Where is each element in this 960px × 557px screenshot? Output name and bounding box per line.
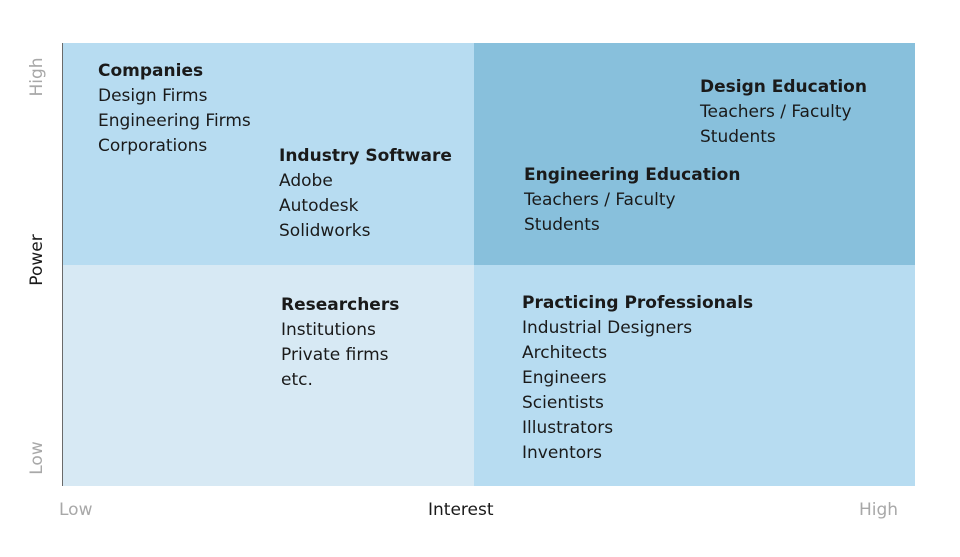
quadrant-low-power-low-interest — [63, 265, 474, 486]
group-engineering-education: Engineering Education Teachers / Faculty… — [524, 163, 740, 238]
power-interest-grid — [62, 43, 915, 486]
quadrant-high-power-low-interest — [63, 43, 474, 265]
group-title: Practicing Professionals — [522, 293, 754, 313]
group-title: Companies — [98, 61, 204, 81]
group-item: Students — [700, 127, 776, 147]
x-axis-low-label: Low — [59, 500, 93, 520]
group-item: Inventors — [522, 443, 602, 463]
group-title: Researchers — [281, 295, 400, 315]
quadrant-high-power-high-interest — [474, 43, 915, 265]
group-researchers: Researchers Institutions Private firms e… — [281, 293, 399, 393]
group-item: Illustrators — [522, 418, 614, 438]
group-item: Engineers — [522, 368, 607, 388]
group-item: Design Firms — [98, 86, 208, 106]
group-item: Private firms — [281, 345, 389, 365]
group-item: etc. — [281, 370, 313, 390]
group-practicing-professionals: Practicing Professionals Industrial Desi… — [522, 291, 753, 466]
y-axis-title: Power — [27, 234, 47, 286]
group-item: Industrial Designers — [522, 318, 693, 338]
group-item: Institutions — [281, 320, 376, 340]
quadrant-low-power-high-interest — [474, 265, 915, 486]
y-axis-high-label: High — [27, 57, 47, 97]
group-industry-software: Industry Software Adobe Autodesk Solidwo… — [279, 144, 452, 244]
group-item: Teachers / Faculty — [524, 190, 676, 210]
group-item: Teachers / Faculty — [700, 102, 852, 122]
group-item: Autodesk — [279, 196, 359, 216]
group-item: Architects — [522, 343, 608, 363]
group-title: Design Education — [700, 77, 867, 97]
group-item: Scientists — [522, 393, 604, 413]
group-item: Engineering Firms — [98, 111, 251, 131]
group-design-education: Design Education Teachers / Faculty Stud… — [700, 75, 867, 150]
group-title: Industry Software — [279, 146, 452, 166]
group-item: Solidworks — [279, 221, 371, 241]
x-axis-high-label: High — [859, 500, 899, 520]
group-title: Engineering Education — [524, 165, 741, 185]
y-axis-low-label: Low — [27, 441, 47, 475]
group-item: Adobe — [279, 171, 333, 191]
group-item: Corporations — [98, 136, 208, 156]
group-item: Students — [524, 215, 600, 235]
x-axis-title: Interest — [428, 500, 494, 520]
group-companies: Companies Design Firms Engineering Firms… — [98, 59, 251, 159]
